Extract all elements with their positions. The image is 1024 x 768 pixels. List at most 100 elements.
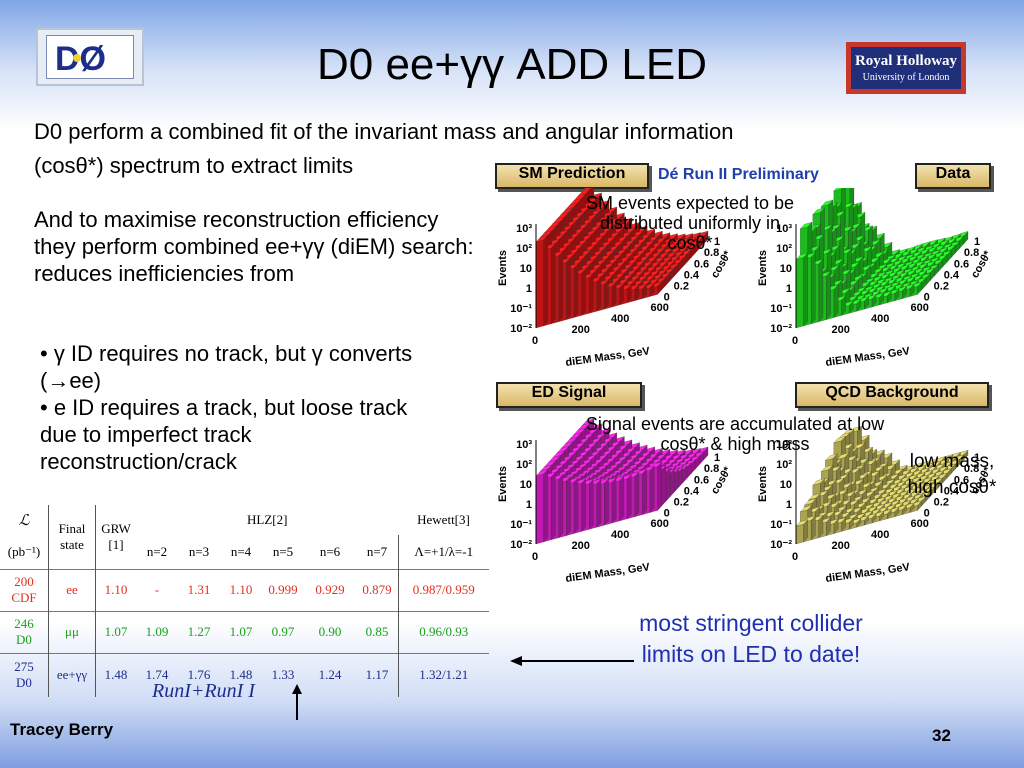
slide-title: D0 ee+γγ ADD LED: [316, 40, 708, 89]
x-tick-label: 200: [832, 324, 850, 336]
y-tick-label: 0: [924, 291, 930, 303]
lumi-unit: (pb⁻¹): [7, 543, 41, 559]
z-tick-label: 10²: [776, 243, 792, 255]
data-label: Data: [915, 163, 991, 189]
x-tick-label: 0: [792, 335, 798, 347]
hlz-cell: 1.27: [178, 610, 220, 653]
hlz-cell: 0.999: [262, 568, 304, 611]
runi-arrow: [292, 684, 302, 720]
hlz-n7-header: n=7: [366, 543, 388, 559]
x-tick-label: 600: [911, 518, 929, 530]
hewett-cell: 0.96/0.93: [398, 610, 489, 653]
lumi-header: ℒ: [18, 512, 30, 529]
z-axis-label: Events: [757, 466, 769, 502]
state-cell: ee+γγ: [48, 652, 96, 697]
z-tick-label: 10³: [516, 439, 532, 451]
hlz-cell: 0.97: [262, 610, 304, 653]
y-tick-label: 1: [714, 452, 720, 464]
hlz-cell: 1.76: [178, 652, 220, 697]
x-tick-label: 0: [792, 551, 798, 563]
state-cell: ee: [48, 568, 96, 611]
hlz-cell: -: [136, 568, 178, 611]
y-tick-label: 0: [664, 291, 670, 303]
y-tick-label: 0.6: [954, 474, 969, 486]
z-tick-label: 10²: [516, 243, 532, 255]
y-tick-label: 1: [714, 236, 720, 248]
y-tick-label: 1: [974, 452, 980, 464]
z-tick-label: 10⁻²: [770, 539, 792, 551]
state-cell: μμ: [48, 610, 96, 653]
y-tick-label: 0.6: [694, 258, 709, 270]
x-tick-label: 200: [572, 540, 590, 552]
y-tick-label: 0.6: [954, 258, 969, 270]
bullet-item-gamma: • γ ID requires no track, but γ converts…: [40, 341, 413, 393]
hlz-header: HLZ[2]: [247, 512, 288, 527]
x-tick-label: 0: [532, 551, 538, 563]
z-tick-label: 10⁻¹: [770, 303, 792, 315]
y-tick-label: 0.6: [694, 474, 709, 486]
y-tick-label: 0.8: [704, 247, 719, 259]
z-tick-label: 1: [786, 283, 792, 295]
z-tick-label: 10²: [776, 459, 792, 471]
hlz-cell: 1.09: [136, 610, 178, 653]
ed-bars: [535, 418, 709, 545]
z-tick-label: 1: [786, 499, 792, 511]
x-tick-label: 200: [572, 324, 590, 336]
royal-holloway-logo: Royal Holloway University of London: [846, 42, 966, 94]
z-tick-label: 10⁻²: [770, 323, 792, 335]
rh-logo-line1: Royal Holloway: [854, 53, 958, 69]
lumi-cell: 275 D0: [0, 652, 49, 697]
z-tick-label: 10⁻¹: [510, 303, 532, 315]
y-tick-label: 0.2: [674, 280, 689, 292]
z-tick-label: 10: [520, 479, 532, 491]
d0-logo: DØ: [36, 28, 144, 86]
x-tick-label: 400: [871, 529, 889, 541]
hlz-cell: 1.17: [356, 652, 399, 697]
z-tick-label: 10⁻¹: [770, 519, 792, 531]
x-tick-label: 400: [611, 529, 629, 541]
x-axis-label: diEM Mass, GeV: [565, 345, 651, 369]
y-tick-label: 0.2: [674, 496, 689, 508]
lumi-cell: 246 D0: [0, 610, 49, 653]
rh-logo-line2: University of London: [862, 72, 950, 83]
z-axis-label: Events: [497, 466, 509, 502]
y-tick-label: 0.4: [684, 269, 700, 281]
x-tick-label: 0: [532, 335, 538, 347]
grw-cell: 1.48: [95, 652, 136, 697]
hlz-n5-header: n=5: [272, 543, 294, 559]
hlz-n2-header: n=2: [146, 543, 168, 559]
author-name: Tracey Berry: [10, 720, 114, 739]
y-tick-label: 0.2: [934, 280, 949, 292]
table-row: 275 D0 ee+γγ 1.48 1.74 1.76 1.48 1.33 1.2…: [0, 652, 489, 697]
hewett-sub-header: Λ=+1/λ=-1: [398, 535, 489, 569]
hlz-cell: 1.10: [220, 568, 262, 611]
runi-annotation: RunI+RunI I: [152, 680, 255, 702]
table-row: 200 CDF ee 1.10 - 1.31 1.10 0.999 0.929 0…: [0, 568, 489, 611]
x-axis-label: diEM Mass, GeV: [825, 345, 911, 369]
bullet-item-electron: • e ID requires a track, but loose track…: [40, 395, 408, 474]
qcd-bars: [795, 425, 969, 545]
x-axis-label: diEM Mass, GeV: [825, 561, 911, 585]
d0-logo-mark: DØ: [55, 40, 106, 78]
y-tick-label: 0: [664, 507, 670, 519]
preliminary-label: Dé Run II Preliminary: [658, 166, 819, 183]
sm-bars: [535, 188, 709, 329]
hlz-cell: 1.74: [136, 652, 178, 697]
y-tick-label: 0.4: [944, 485, 960, 497]
hewett-cell: 0.987/0.959: [398, 568, 489, 611]
qcd-annotation: low mass, high cosθ*: [907, 451, 997, 498]
x-tick-label: 600: [911, 302, 929, 314]
z-tick-label: 1: [526, 283, 532, 295]
signal-annotation: Signal events are accumulated at low cos…: [585, 414, 885, 454]
y-tick-label: 0.4: [944, 269, 960, 281]
limit-arrow: [510, 656, 634, 666]
y-tick-label: 0: [924, 507, 930, 519]
z-tick-label: 10³: [516, 223, 532, 235]
y-tick-label: 0.8: [704, 463, 719, 475]
x-tick-label: 400: [871, 313, 889, 325]
z-tick-label: 10: [780, 263, 792, 275]
